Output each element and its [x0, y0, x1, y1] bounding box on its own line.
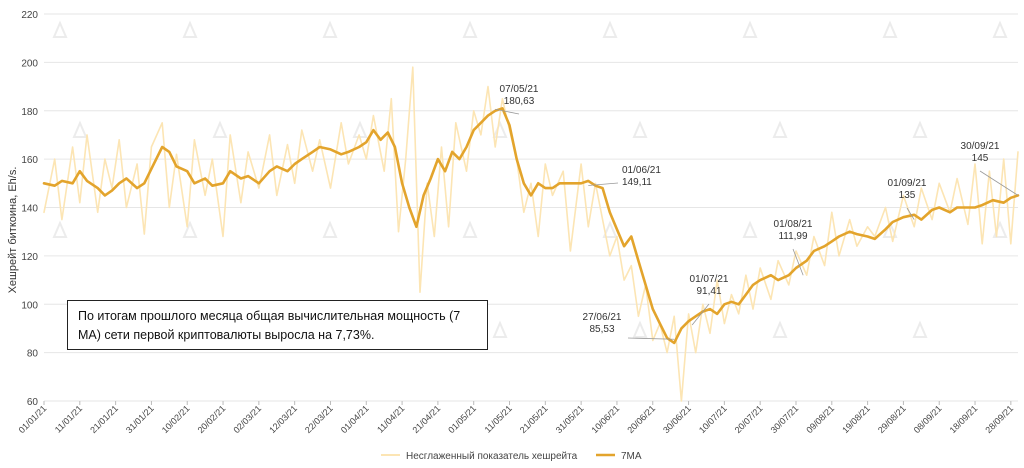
x-tick-label: 09/08/21: [804, 403, 836, 435]
watermark-mark: [992, 20, 1008, 38]
annotation-leader: [495, 108, 520, 115]
watermark-mark: [882, 220, 898, 238]
watermark-mark: [52, 220, 68, 238]
y-tick-label: 80: [27, 349, 39, 360]
x-tick-label: 21/05/21: [518, 403, 550, 435]
watermark-mark: [492, 320, 508, 338]
watermark-mark: [182, 20, 198, 38]
x-axis: 01/01/21 11/01/21 21/01/21 31/01/21 10/02/21…: [17, 401, 1015, 435]
annotation-value: 135: [899, 190, 916, 201]
annotation-value: 111,99: [778, 231, 808, 242]
x-tick-label: 31/05/21: [554, 403, 586, 435]
watermark-mark: [912, 120, 928, 138]
annotation-leader: [691, 303, 710, 326]
y-tick-label: 160: [21, 155, 38, 166]
watermark-mark: [772, 120, 788, 138]
watermark-mark: [462, 220, 478, 238]
summary-note: По итогам прошлого месяца общая вычислит…: [67, 300, 488, 350]
watermark-mark: [772, 320, 788, 338]
chart-grid: [44, 13, 1018, 402]
x-tick-label: 31/01/21: [124, 403, 156, 435]
watermark-mark: [322, 20, 338, 38]
x-tick-label: 21/04/21: [410, 403, 442, 435]
x-tick-label: 19/08/21: [840, 403, 872, 435]
annotation-value: 149,11: [622, 177, 652, 188]
y-axis-label: Хешрейт биткоина, Eh/s.: [7, 167, 19, 294]
x-tick-label: 01/01/21: [17, 403, 49, 435]
watermark-layer: [52, 20, 1008, 338]
watermark-mark: [632, 120, 648, 138]
watermark-mark: [72, 120, 88, 138]
annotation-leader: [792, 248, 804, 276]
watermark-mark: [352, 120, 368, 138]
annotation-date: 30/09/21: [961, 141, 1000, 152]
y-axis: 60 80 100 120 140 160 180 200 220: [21, 10, 38, 408]
y-tick-label: 180: [21, 107, 38, 118]
watermark-mark: [322, 220, 338, 238]
x-tick-label: 10/07/21: [697, 403, 729, 435]
annotation-value: 91,41: [696, 286, 721, 297]
annotation-leader: [627, 337, 675, 340]
watermark-mark: [602, 20, 618, 38]
annotation-value: 180,63: [504, 96, 535, 107]
x-tick-label: 11/05/21: [483, 403, 514, 434]
x-tick-label: 29/08/21: [876, 403, 908, 435]
series-raw-hashrate-line: [43, 66, 1019, 402]
annotation-date: 07/05/21: [500, 84, 539, 95]
x-tick-label: 30/06/21: [661, 403, 693, 435]
annotation-value: 145: [972, 153, 989, 164]
annotation-date: 01/07/21: [690, 274, 729, 285]
annotation-leader: [906, 207, 915, 220]
watermark-mark: [742, 20, 758, 38]
x-tick-label: 01/04/21: [339, 403, 371, 435]
x-tick-label: 12/03/21: [267, 403, 299, 435]
legend-ma-label: 7MA: [621, 451, 642, 462]
x-tick-label: 30/07/21: [769, 403, 801, 435]
x-tick-label: 11/04/21: [375, 403, 406, 434]
annotation-date: 01/06/21: [622, 165, 661, 176]
watermark-mark: [212, 120, 228, 138]
legend-raw-label: Несглаженный показатель хешрейта: [406, 451, 578, 462]
series-7ma-line: [42, 107, 1020, 345]
x-tick-label: 01/05/21: [446, 403, 478, 435]
x-tick-label: 21/01/21: [88, 403, 120, 435]
watermark-mark: [182, 220, 198, 238]
x-tick-label: 20/06/21: [625, 403, 657, 435]
x-tick-label: 10/06/21: [590, 403, 622, 435]
x-tick-label: 28/09/21: [983, 403, 1015, 435]
x-tick-label: 02/03/21: [231, 403, 263, 435]
y-tick-label: 200: [21, 58, 38, 69]
x-tick-label: 11/01/21: [53, 403, 84, 434]
y-tick-label: 140: [21, 204, 38, 215]
y-tick-label: 60: [27, 397, 39, 408]
watermark-mark: [632, 320, 648, 338]
x-tick-label: 20/02/21: [196, 403, 228, 435]
x-tick-label: 18/09/21: [948, 403, 980, 435]
chart-series: [42, 66, 1020, 402]
x-tick-label: 20/07/21: [733, 403, 765, 435]
annotation-date: 01/08/21: [774, 219, 813, 230]
watermark-mark: [602, 220, 618, 238]
watermark-mark: [52, 20, 68, 38]
y-tick-label: 120: [21, 252, 38, 263]
y-tick-label: 100: [21, 300, 38, 311]
watermark-mark: [742, 220, 758, 238]
chart-legend: Несглаженный показатель хешрейта 7MA: [381, 451, 642, 462]
x-tick-label: 10/02/21: [160, 403, 192, 435]
watermark-mark: [462, 20, 478, 38]
annotation-date: 01/09/21: [888, 178, 927, 189]
annotation-leader: [588, 182, 619, 186]
x-tick-label: 22/03/21: [303, 403, 335, 435]
watermark-mark: [492, 120, 508, 138]
x-tick-label: 08/09/21: [912, 403, 944, 435]
annotation-leader: [979, 170, 1019, 196]
watermark-mark: [882, 20, 898, 38]
annotation-date: 27/06/21: [583, 312, 622, 323]
watermark-mark: [912, 320, 928, 338]
annotation-value: 85,53: [589, 324, 614, 335]
y-tick-label: 220: [21, 10, 38, 21]
